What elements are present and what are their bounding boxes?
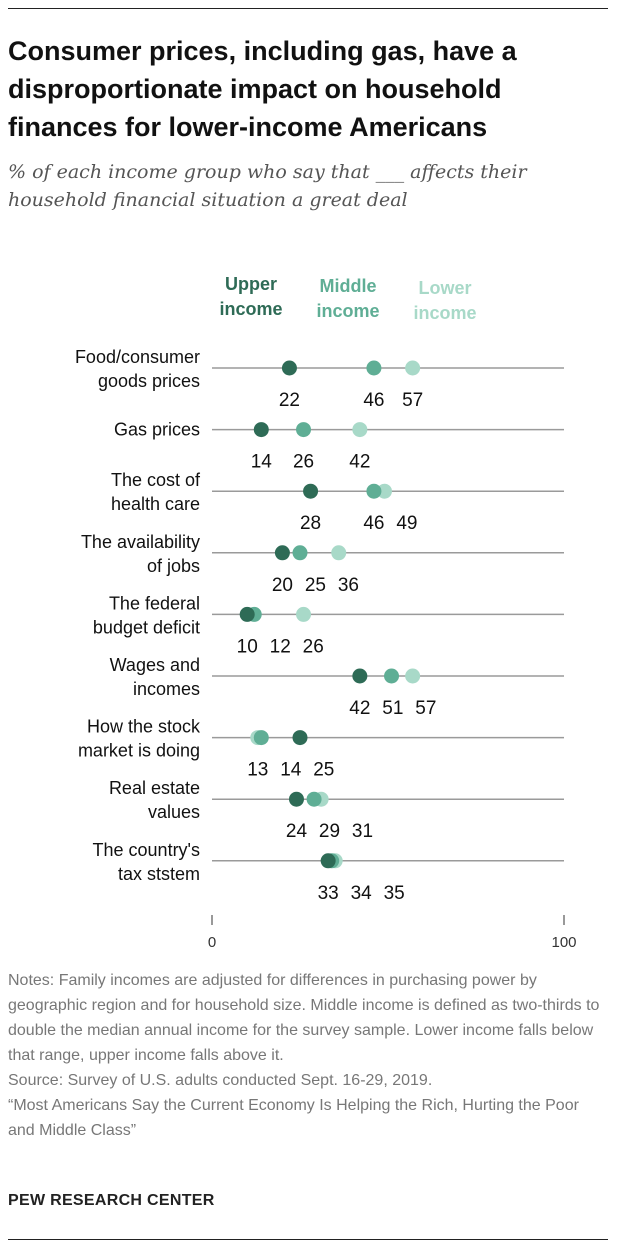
upper-income-dot: [274, 545, 290, 561]
category-label: The cost of: [111, 470, 201, 490]
middle-value-label: 26: [293, 452, 314, 473]
lower-income-dot: [331, 545, 347, 561]
category-label: incomes: [133, 679, 200, 699]
middle-income-dot: [253, 730, 269, 746]
upper-value-label: 20: [272, 575, 293, 596]
middle-income-dot: [292, 545, 308, 561]
middle-value-label: 51: [382, 698, 403, 719]
legend-middle-line-1: Middle: [320, 276, 377, 296]
category-label: budget deficit: [93, 617, 200, 637]
legend-upper-line-2: income: [219, 299, 282, 319]
middle-income-dot: [366, 483, 382, 499]
legend-upper-line-1: Upper: [225, 274, 277, 294]
dot-plot-chart: Upper income Middle income Lower income Food/c…: [75, 274, 577, 951]
middle-value-label: 29: [319, 821, 340, 842]
middle-value-label: 12: [270, 636, 291, 657]
middle-value-label: 34: [351, 883, 373, 904]
chart-subtitle: % of each income group who say that ___ …: [8, 161, 527, 211]
lower-income-dot: [352, 422, 368, 438]
lower-income-dot: [376, 483, 392, 499]
lower-value-label: 31: [352, 821, 373, 842]
category-label: market is doing: [78, 741, 200, 761]
upper-value-label: 42: [349, 698, 370, 719]
middle-income-dot: [296, 422, 312, 438]
middle-income-dot: [366, 360, 382, 376]
lower-value-label: 49: [396, 513, 417, 534]
legend-middle-line-2: income: [316, 301, 379, 321]
axis-tick-label: 0: [208, 934, 216, 951]
category-label: Wages and: [110, 655, 200, 675]
category-label: The country's: [93, 840, 200, 860]
lower-value-label: 57: [402, 390, 423, 411]
upper-income-dot: [253, 422, 269, 438]
report-title-text: “Most Americans Say the Current Economy …: [8, 1097, 579, 1139]
category-label: The federal: [109, 593, 200, 613]
source-text: Source: Survey of U.S. adults conducted …: [8, 1072, 433, 1089]
upper-income-dot: [288, 791, 304, 807]
axis-tick-label: 100: [551, 934, 576, 951]
middle-value-label: 46: [363, 390, 384, 411]
lower-value-label: 35: [384, 883, 405, 904]
lower-income-dot: [405, 360, 421, 376]
middle-value-label: 14: [280, 760, 302, 781]
upper-value-label: 25: [313, 760, 334, 781]
upper-income-dot: [239, 606, 255, 622]
upper-income-dot: [352, 668, 368, 684]
lower-income-dot: [296, 606, 312, 622]
bottom-rule: [8, 1239, 608, 1240]
lower-value-label: 26: [303, 636, 324, 657]
notes-text: Notes: Family incomes are adjusted for d…: [8, 972, 600, 1064]
upper-value-label: 22: [279, 390, 300, 411]
upper-value-label: 24: [286, 821, 308, 842]
middle-income-dot: [306, 791, 322, 807]
category-label: of jobs: [147, 556, 200, 576]
lower-value-label: 13: [247, 760, 268, 781]
category-label: Real estate: [109, 778, 200, 798]
lower-income-dot: [405, 668, 421, 684]
category-label: tax ststem: [118, 864, 200, 884]
pew-logo-text: PEW RESEARCH CENTER: [8, 1192, 215, 1209]
category-label: Food/consumer: [75, 347, 200, 367]
chart-title: Consumer prices, including gas, have a d…: [8, 36, 517, 142]
upper-value-label: 10: [237, 636, 258, 657]
upper-value-label: 14: [251, 452, 273, 473]
top-rule: [8, 8, 608, 9]
category-label: values: [148, 802, 200, 822]
category-label: The availability: [81, 532, 200, 552]
upper-income-dot: [292, 730, 308, 746]
upper-income-dot: [320, 853, 336, 869]
middle-value-label: 25: [305, 575, 326, 596]
category-label: Gas prices: [114, 420, 200, 440]
upper-value-label: 33: [318, 883, 339, 904]
legend-lower-line-2: income: [413, 303, 476, 323]
category-label: health care: [111, 494, 200, 514]
notes-block: Notes: Family incomes are adjusted for d…: [8, 968, 608, 1143]
middle-income-dot: [384, 668, 400, 684]
category-label: How the stock: [87, 717, 201, 737]
lower-value-label: 36: [338, 575, 359, 596]
category-label: goods prices: [98, 371, 200, 391]
legend-lower-line-1: Lower: [418, 278, 471, 298]
lower-value-label: 57: [415, 698, 436, 719]
upper-income-dot: [281, 360, 297, 376]
upper-income-dot: [303, 483, 319, 499]
upper-value-label: 28: [300, 513, 321, 534]
lower-value-label: 42: [349, 452, 370, 473]
middle-value-label: 46: [363, 513, 384, 534]
